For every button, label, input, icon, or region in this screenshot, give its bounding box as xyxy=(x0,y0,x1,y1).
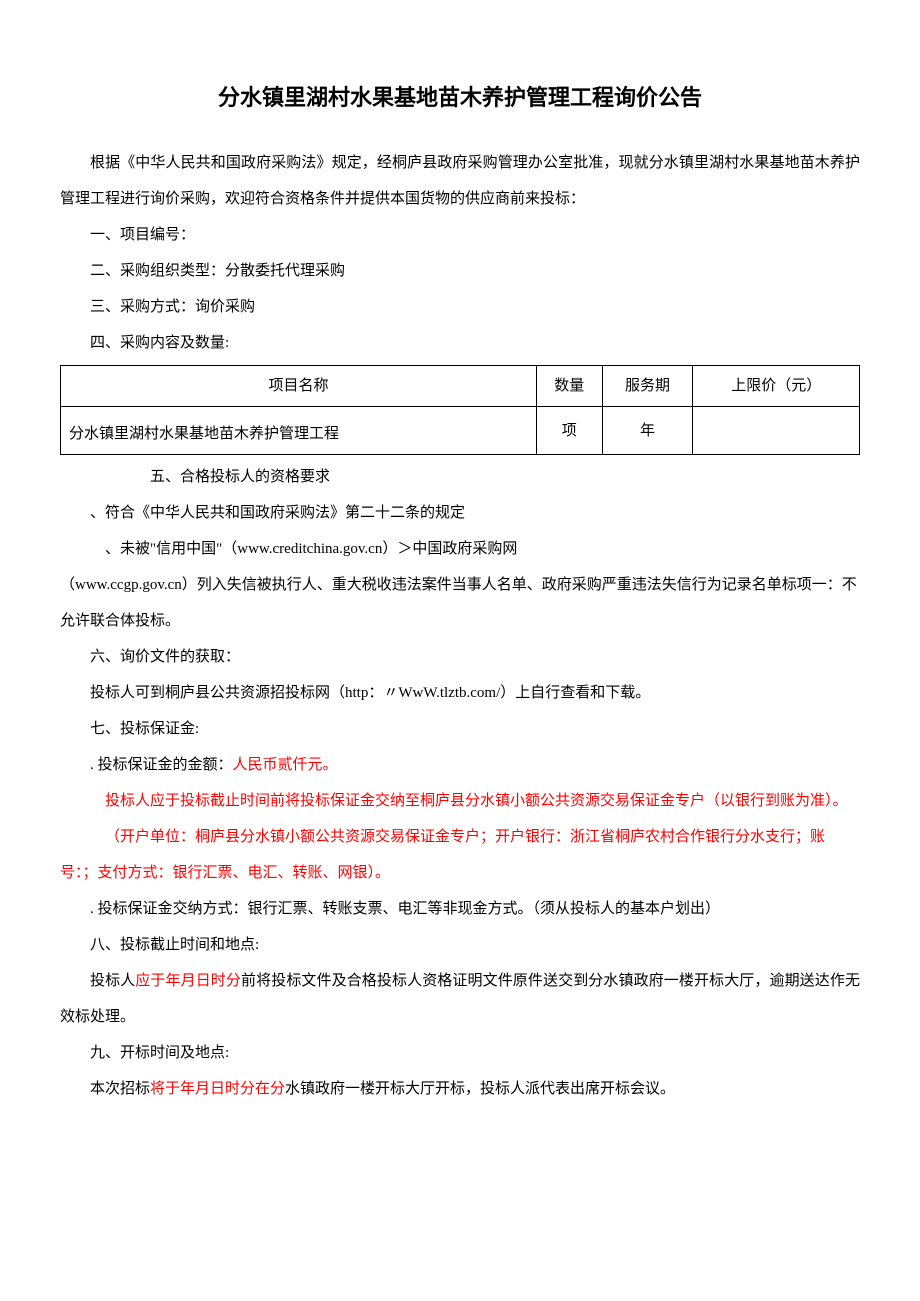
section-7-1: . 投标保证金的金额：人民币贰仟元。 xyxy=(60,747,860,783)
section-6: 六、询价文件的获取： xyxy=(60,639,860,675)
section-5-2b: （www.ccgp.gov.cn）列入失信被执行人、重大税收违法案件当事人名单、… xyxy=(60,567,860,639)
table-header-row: 项目名称 数量 服务期 上限价（元） xyxy=(61,366,860,407)
section-5: 五、合格投标人的资格要求 xyxy=(60,459,860,495)
document-title: 分水镇里湖村水果基地苗木养护管理工程询价公告 xyxy=(60,80,860,115)
section-9-1-suffix: 水镇政府一楼开标大厅开标，投标人派代表出席开标会议。 xyxy=(285,1081,675,1097)
table-cell-project: 分水镇里湖村水果基地苗木养护管理工程 xyxy=(61,407,537,455)
section-8-1-datetime: 应于年月日时分 xyxy=(135,973,241,989)
section-9-1-prefix: 本次招标 xyxy=(90,1081,150,1097)
intro-paragraph: 根据《中华人民共和国政府采购法》规定，经桐庐县政府采购管理办公室批准，现就分水镇… xyxy=(60,145,860,217)
section-9-1-datetime: 将于年月日时分在分 xyxy=(150,1081,285,1097)
section-1: 一、项目编号： xyxy=(60,217,860,253)
section-2: 二、采购组织类型：分散委托代理采购 xyxy=(60,253,860,289)
table-cell-period: 年 xyxy=(602,407,693,455)
table-cell-price xyxy=(693,407,860,455)
section-7: 七、投标保证金: xyxy=(60,711,860,747)
section-8-1: 投标人应于年月日时分前将投标文件及合格投标人资格证明文件原件送交到分水镇政府一楼… xyxy=(60,963,860,1035)
table-header-col4: 上限价（元） xyxy=(693,366,860,407)
section-9-1: 本次招标将于年月日时分在分水镇政府一楼开标大厅开标，投标人派代表出席开标会议。 xyxy=(60,1071,860,1107)
section-3: 三、采购方式：询价采购 xyxy=(60,289,860,325)
table-header-col1: 项目名称 xyxy=(61,366,537,407)
section-6-1: 投标人可到桐庐县公共资源招投标网（http：〃WwW.tlztb.com/）上自… xyxy=(60,675,860,711)
section-8: 八、投标截止时间和地点: xyxy=(60,927,860,963)
section-4: 四、采购内容及数量: xyxy=(60,325,860,361)
procurement-table: 项目名称 数量 服务期 上限价（元） 分水镇里湖村水果基地苗木养护管理工程 项 … xyxy=(60,365,860,455)
table-header-col3: 服务期 xyxy=(602,366,693,407)
section-7-2: 投标人应于投标截止时间前将投标保证金交纳至桐庐县分水镇小额公共资源交易保证金专户… xyxy=(60,783,860,819)
section-5-2a: 、未被"信用中国"（www.creditchina.gov.cn）＞中国政府采购… xyxy=(60,531,860,567)
table-row: 分水镇里湖村水果基地苗木养护管理工程 项 年 xyxy=(61,407,860,455)
table-header-col2: 数量 xyxy=(536,366,602,407)
section-8-1-prefix: 投标人 xyxy=(90,973,135,989)
section-7-1-amount: 人民币贰仟元。 xyxy=(233,757,338,773)
section-7-1-prefix: . 投标保证金的金额： xyxy=(90,757,233,773)
section-9: 九、开标时间及地点: xyxy=(60,1035,860,1071)
section-7-4: . 投标保证金交纳方式：银行汇票、转账支票、电汇等非现金方式。（须从投标人的基本… xyxy=(60,891,860,927)
table-cell-quantity: 项 xyxy=(536,407,602,455)
section-5-1: 、符合《中华人民共和国政府采购法》第二十二条的规定 xyxy=(60,495,860,531)
section-7-3: （开户单位：桐庐县分水镇小额公共资源交易保证金专户；开户银行：浙江省桐庐农村合作… xyxy=(60,819,860,891)
